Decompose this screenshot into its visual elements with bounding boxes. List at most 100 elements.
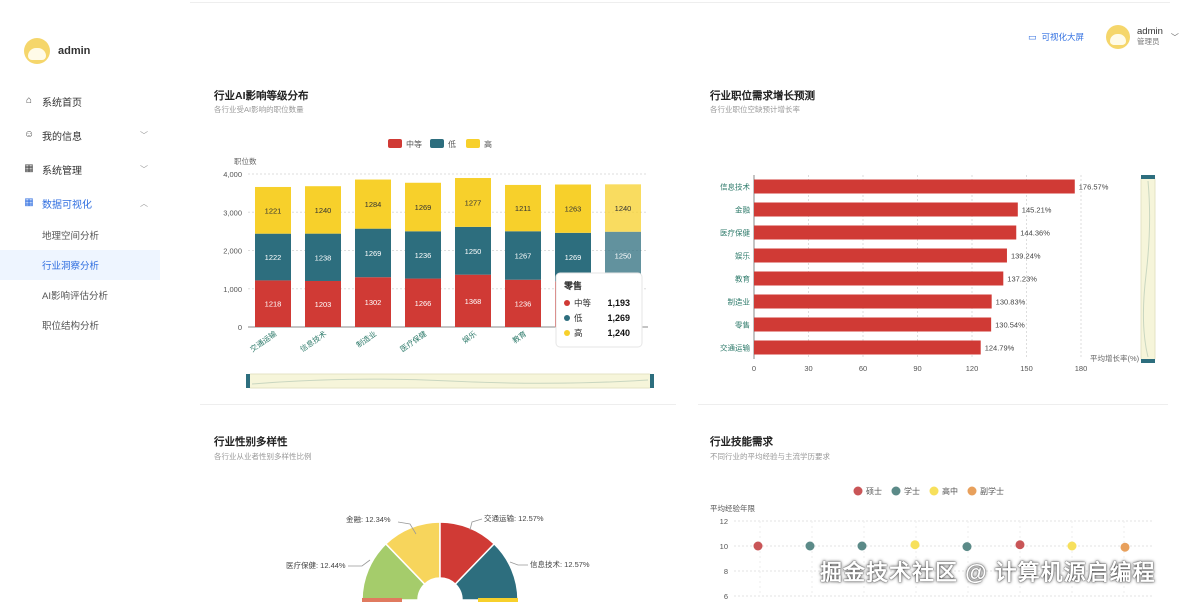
sidebar-item-label: 系统管理 bbox=[42, 165, 82, 177]
bar-segment bbox=[455, 274, 491, 327]
tooltip-value: 1,240 bbox=[607, 328, 630, 338]
zoom-slider-preview bbox=[251, 378, 649, 385]
bar-segment bbox=[255, 233, 291, 281]
dashboard-button-label: 可视化大屏 bbox=[1041, 32, 1085, 42]
ai-impact-title: 行业AI影响等级分布 bbox=[214, 90, 309, 102]
scatter-point bbox=[1120, 542, 1130, 552]
y-tick-label: 3,000 bbox=[223, 208, 242, 217]
gender-subtitle: 各行业从业者性别多样性比例 bbox=[214, 452, 312, 461]
bar-data-label: 1240 bbox=[615, 204, 632, 213]
user-role: 管理员 bbox=[1137, 37, 1160, 46]
logo[interactable]: admin bbox=[24, 38, 90, 64]
zoom-slider bbox=[1140, 176, 1156, 362]
bar bbox=[754, 294, 992, 309]
chevron-up-icon: ︿ bbox=[140, 199, 148, 208]
sidebar-subitem-geo[interactable]: 地理空间分析 bbox=[42, 231, 100, 242]
bar-data-label: 144.36% bbox=[1020, 229, 1050, 238]
tooltip-marker bbox=[564, 315, 570, 321]
y-tick-label: 零售 bbox=[735, 320, 750, 330]
bar-segment bbox=[605, 184, 641, 232]
bar-data-label: 124.79% bbox=[985, 344, 1015, 353]
monitor-icon: ▭ bbox=[1028, 31, 1037, 42]
sidebar-item-label: 系统首页 bbox=[42, 97, 82, 109]
scatter-point bbox=[805, 541, 815, 551]
bar-segment bbox=[305, 280, 341, 327]
x-tick-label: 30 bbox=[804, 364, 812, 373]
bar-segment bbox=[555, 184, 591, 233]
y-tick-label: 娱乐 bbox=[735, 251, 750, 261]
x-tick-label: 90 bbox=[913, 364, 921, 373]
y-tick-label: 金融 bbox=[735, 205, 750, 215]
x-tick-label: 医疗保健 bbox=[398, 328, 429, 354]
home-icon: ⌂ bbox=[25, 95, 33, 106]
header-divider bbox=[190, 2, 1170, 3]
bar-data-label: 1269 bbox=[365, 249, 382, 258]
bar-data-label: 1240 bbox=[315, 206, 332, 215]
gender-title: 行业性别多样性 bbox=[214, 436, 288, 448]
x-tick-label: 娱乐 bbox=[460, 328, 478, 345]
app-name: admin bbox=[58, 45, 91, 57]
sidebar-item-home[interactable]: ⌂ 系统首页 bbox=[0, 84, 160, 118]
skills-subtitle: 不同行业的平均经验与主流学历要求 bbox=[710, 452, 830, 461]
sidebar-subitem-ai-impact[interactable]: AI影响评估分析 bbox=[42, 291, 108, 302]
bar bbox=[754, 225, 1017, 240]
tooltip-series-name: 中等 bbox=[574, 298, 592, 308]
chevron-down-icon: ﹀ bbox=[140, 131, 148, 140]
y-axis-label: 平均经验年限 bbox=[710, 503, 755, 513]
chevron-down-icon: ﹀ bbox=[1170, 32, 1179, 42]
tooltip-box bbox=[555, 272, 643, 348]
y-tick-label: 制造业 bbox=[728, 297, 751, 307]
bar-data-label: 130.54% bbox=[995, 321, 1025, 330]
y-axis-label: 职位数 bbox=[234, 156, 257, 166]
scatter-point bbox=[910, 540, 920, 550]
sidebar-item-system-management[interactable]: ▦ 系统管理 ﹀ bbox=[0, 152, 160, 186]
pie-label: 信息技术: 12.57% bbox=[530, 559, 590, 569]
y-tick-label: 8 bbox=[724, 567, 728, 576]
dashboard-button[interactable]: ▭ 可视化大屏 bbox=[1028, 31, 1084, 43]
pie-label-line bbox=[469, 518, 483, 531]
x-tick-label: 150 bbox=[1020, 364, 1033, 373]
user-menu[interactable]: admin 管理员 ﹀ bbox=[1106, 25, 1179, 49]
card-divider bbox=[200, 404, 676, 405]
y-tick-label: 6 bbox=[724, 592, 728, 601]
zoom-slider-handle bbox=[650, 374, 654, 388]
bar-segment bbox=[355, 228, 391, 278]
sidebar-subitem-industry[interactable]: 行业洞察分析 bbox=[0, 250, 160, 280]
tooltip-title: 零售 bbox=[563, 280, 582, 291]
sidebar-item-label: 数据可视化 bbox=[42, 199, 92, 211]
sidebar-item-data-visualization[interactable]: ▦ 数据可视化 ︿ bbox=[0, 186, 160, 220]
x-tick-label: 教育 bbox=[510, 328, 528, 345]
sidebar-subitem-job-structure[interactable]: 职位结构分析 bbox=[42, 321, 100, 332]
tooltip-value: 1,269 bbox=[607, 313, 630, 323]
bar-data-label: 1269 bbox=[415, 203, 432, 212]
bar-data-label: 1267 bbox=[515, 251, 532, 260]
bar-segment bbox=[255, 280, 291, 327]
bar-segment bbox=[255, 186, 291, 234]
bar-data-label: 1250 bbox=[465, 247, 482, 256]
bar-data-label: 176.57% bbox=[1079, 183, 1109, 192]
x-axis-label: 平均增长率(%) bbox=[1090, 353, 1140, 363]
grid-icon: ▦ bbox=[24, 163, 34, 174]
bar bbox=[754, 340, 981, 355]
bar bbox=[754, 317, 992, 332]
tooltip-marker bbox=[564, 330, 570, 336]
pie-slice-edge bbox=[478, 598, 518, 602]
zoom-slider-handle bbox=[1141, 175, 1155, 179]
grid-icon: ▦ bbox=[24, 197, 34, 208]
legend-swatch bbox=[430, 139, 444, 148]
bar-segment bbox=[355, 179, 391, 229]
bar-data-label: 1211 bbox=[515, 204, 531, 213]
legend-marker bbox=[967, 486, 977, 496]
legend-label: 副学士 bbox=[980, 486, 1004, 496]
y-tick-label: 2,000 bbox=[223, 247, 242, 256]
scatter-point bbox=[1015, 540, 1025, 550]
sidebar-item-my-info[interactable]: ☺ 我的信息 ﹀ bbox=[0, 118, 160, 152]
growth-chart: 0 30 60 90 120 150 180 信息技术 176.57% 金融 145.21% 医疗保健… bbox=[720, 175, 1156, 373]
sidebar-menu: ⌂ 系统首页 ☺ 我的信息 ﹀ ▦ 系统管理 ﹀ ▦ 数据可视化 ︿ 地理空间分… bbox=[0, 84, 160, 340]
bar-data-label: 1203 bbox=[315, 300, 332, 309]
x-tick-label: 信息技术 bbox=[298, 328, 329, 354]
user-name: admin bbox=[1137, 26, 1163, 37]
pie-label-line bbox=[397, 521, 417, 535]
legend-label: 硕士 bbox=[866, 486, 882, 496]
